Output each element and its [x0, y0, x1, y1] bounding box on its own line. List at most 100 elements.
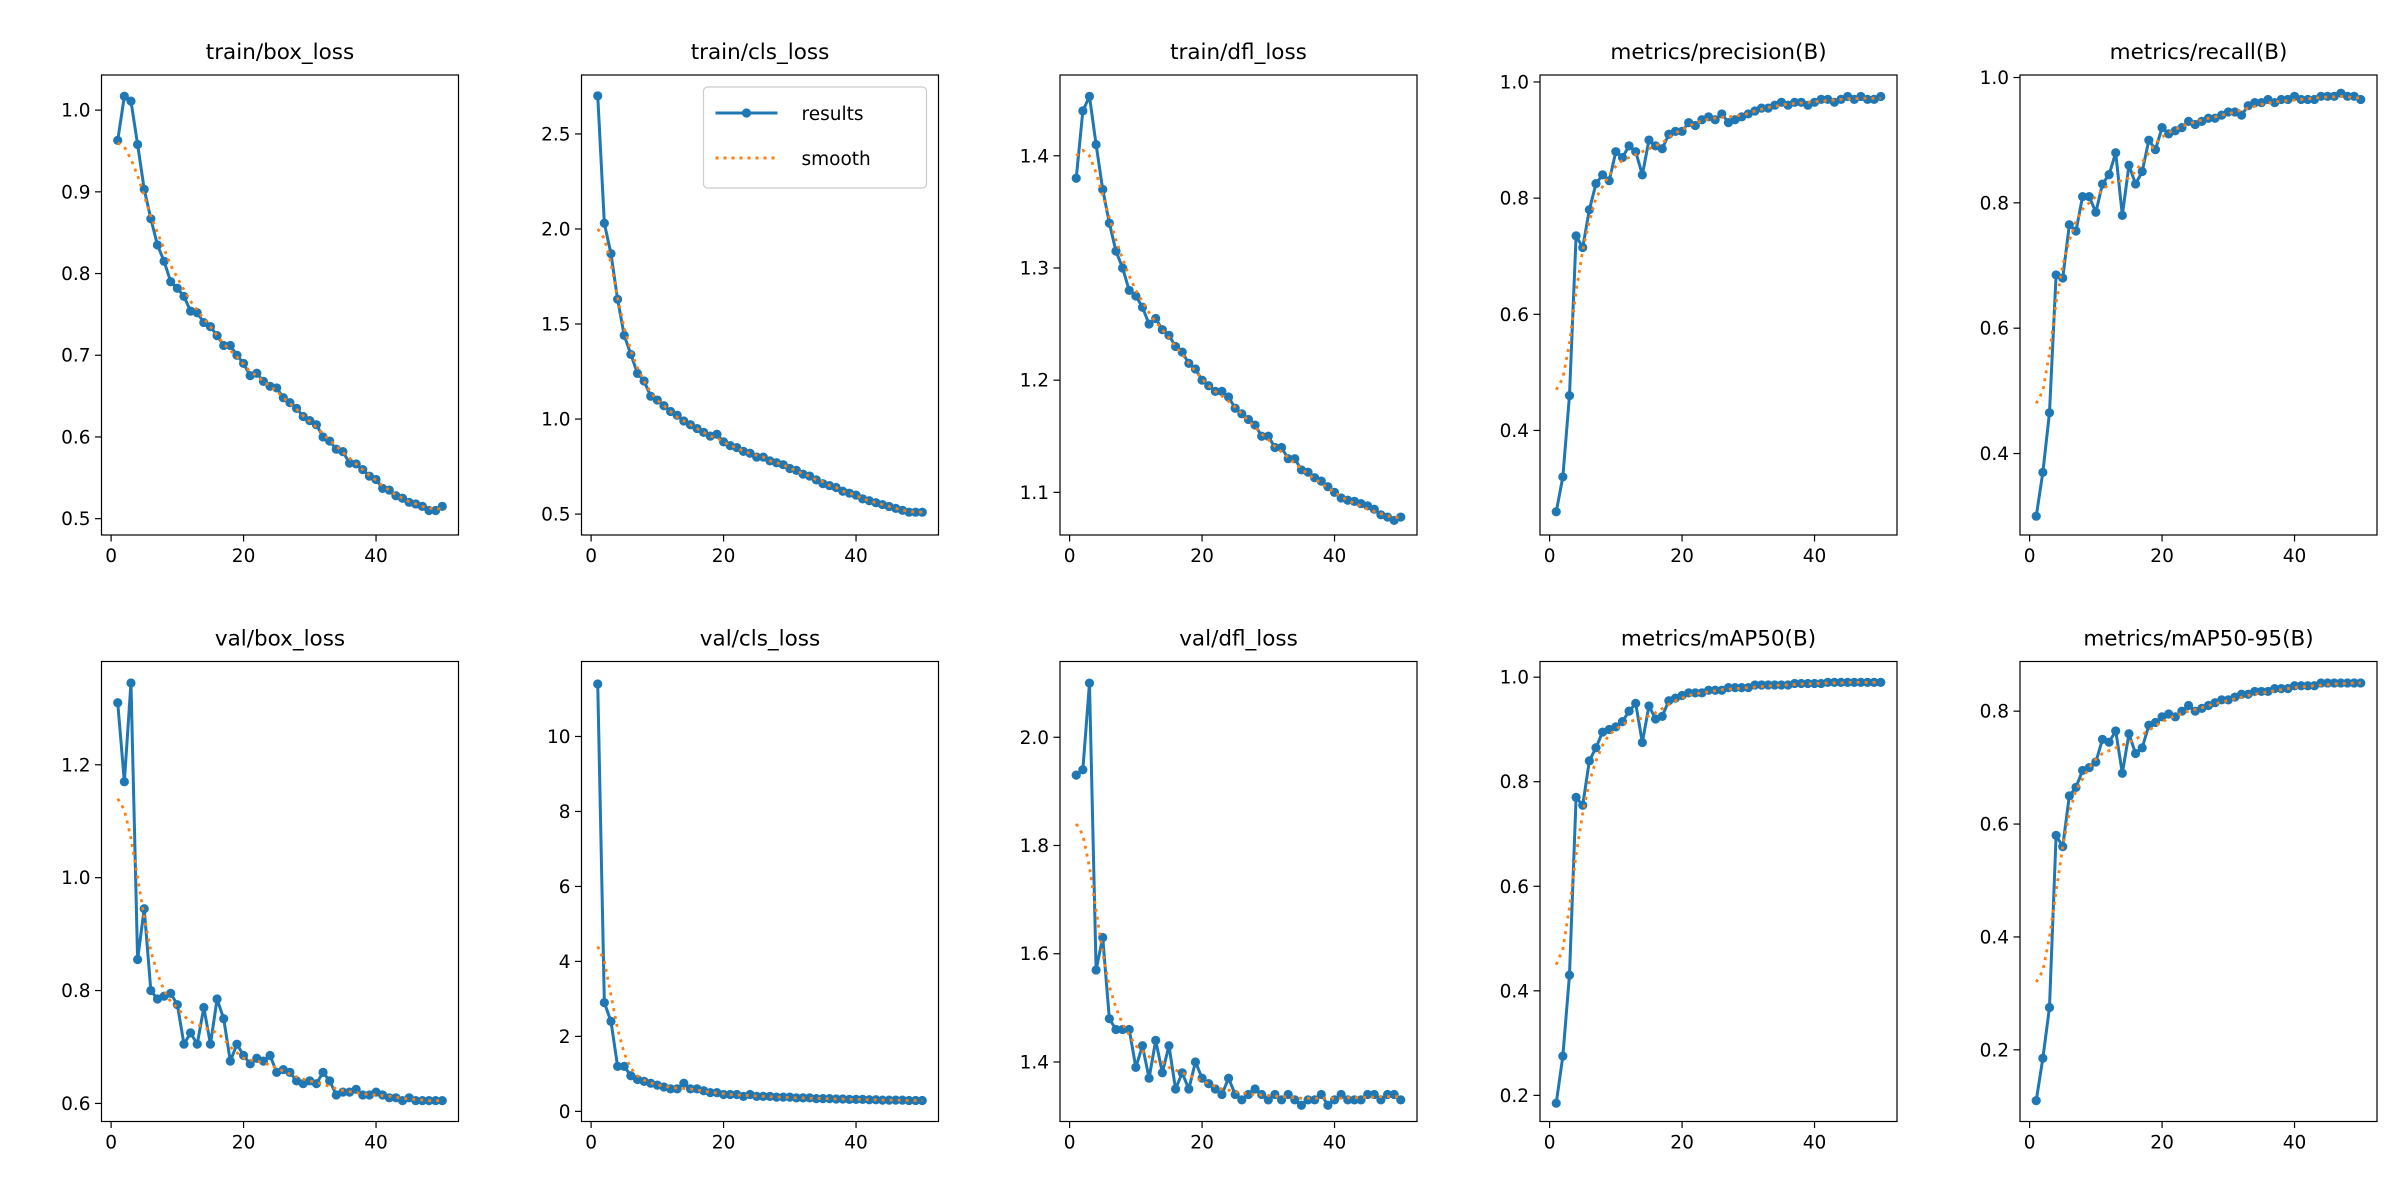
subplot: train/dfl_loss 0 20 40 1.1 1.2 1.3 1.4	[1020, 40, 1418, 567]
axes-frame	[100, 660, 460, 1123]
y-tick-label: 1.2	[1020, 371, 1049, 392]
results-marker	[1876, 677, 1886, 688]
results-marker	[1631, 698, 1641, 708]
results-marker	[2091, 207, 2101, 217]
x-tick-label: 0	[585, 546, 597, 567]
results-marker	[132, 139, 143, 150]
y-tick-label: 10	[547, 727, 571, 748]
results-marker	[1263, 1095, 1273, 1105]
results-marker	[1578, 800, 1588, 810]
results-marker	[752, 452, 762, 462]
subplot: val/cls_loss 0 20 40 0 2 4 6 8 10	[547, 627, 940, 1154]
results-marker	[1137, 302, 1148, 312]
subplot-title: train/cls_loss	[691, 40, 830, 65]
results-marker	[1316, 1089, 1326, 1100]
results-marker	[2031, 511, 2041, 521]
y-tick-label: 2.0	[1020, 728, 1049, 749]
results-marker	[2038, 1053, 2048, 1063]
results-marker	[159, 256, 169, 266]
results-marker	[265, 1050, 275, 1061]
results-marker	[705, 1088, 715, 1098]
legend-marker	[741, 108, 752, 118]
results-marker	[1564, 391, 1575, 401]
results-marker	[1756, 680, 1767, 690]
x-tick-label: 40	[1803, 546, 1827, 567]
subplot: val/dfl_loss 0 20 40 1.4 1.6 1.8 2.0	[1020, 627, 1418, 1154]
y-tick-label: 1.2	[61, 755, 90, 776]
results-marker	[1763, 680, 1773, 690]
y-tick-label: 0.8	[1500, 189, 1529, 210]
y-tick-label: 1.3	[1020, 258, 1049, 279]
results-marker	[818, 1094, 828, 1104]
results-marker	[844, 1094, 855, 1104]
results-marker	[1237, 1095, 1247, 1105]
results-marker	[904, 507, 914, 517]
results-marker	[185, 1028, 196, 1038]
results-marker	[606, 1016, 616, 1027]
y-tick-label: 0.6	[1500, 305, 1529, 326]
plot-area	[113, 91, 447, 516]
results-marker	[318, 1067, 328, 1077]
results-marker	[2336, 678, 2346, 688]
results-marker	[1170, 1084, 1181, 1094]
subplot: train/cls_loss 0 20 40 0.5 1.0 1.5 2.0 2.5 result…	[541, 40, 940, 567]
y-tick-label: 0.5	[61, 509, 90, 530]
results-marker	[1111, 1024, 1121, 1035]
results-marker	[311, 1079, 322, 1089]
results-marker	[1078, 106, 1088, 116]
results-marker	[126, 96, 136, 106]
results-marker	[1078, 765, 1088, 775]
x-tick-label: 20	[1190, 546, 1214, 567]
y-tick-label: 1.5	[541, 315, 570, 336]
x-tick-label: 0	[105, 546, 117, 567]
results-marker	[1670, 126, 1681, 136]
y-tick-label: 0	[559, 1102, 571, 1123]
results-marker	[1296, 1100, 1307, 1110]
results-marker	[431, 1096, 441, 1106]
results-marker	[1137, 1041, 1148, 1051]
results-marker	[291, 403, 302, 413]
x-tick-label: 40	[1323, 546, 1347, 567]
subplot-title: metrics/mAP50(B)	[1621, 627, 1816, 652]
results-marker	[1117, 263, 1128, 273]
results-marker	[1876, 91, 1886, 102]
plot-area	[2031, 88, 2366, 521]
smooth-line	[1075, 148, 1402, 520]
x-tick-label: 20	[232, 546, 256, 567]
results-marker	[2217, 695, 2227, 705]
results-marker	[1084, 91, 1095, 101]
axes-frame	[100, 74, 460, 536]
results-marker	[1571, 792, 1581, 803]
results-marker	[593, 679, 603, 689]
results-marker	[1396, 512, 1406, 522]
results-marker	[1611, 147, 1621, 157]
results-marker	[1071, 173, 1081, 183]
results-marker	[1276, 442, 1287, 453]
plot-area	[113, 678, 447, 1106]
legend-box	[702, 86, 928, 189]
x-tick-label: 20	[712, 546, 736, 567]
results-marker	[1803, 678, 1813, 689]
results-marker	[1230, 403, 1240, 413]
results-marker	[166, 277, 176, 287]
smooth-line	[116, 141, 443, 511]
y-tick-label: 1.1	[1020, 483, 1049, 504]
results-marker	[2111, 148, 2121, 158]
results-marker	[2044, 1002, 2055, 1013]
subplot: metrics/recall(B) 0 20 40 0.4 0.6 0.8 1.0	[1980, 40, 2378, 567]
results-marker	[2316, 678, 2326, 688]
results-marker	[1184, 1084, 1194, 1094]
results-marker	[2356, 678, 2366, 688]
results-marker	[2303, 94, 2313, 105]
x-tick-label: 0	[1544, 1133, 1556, 1154]
results-marker	[192, 1039, 202, 1049]
results-marker	[1617, 152, 1628, 163]
results-marker	[2323, 678, 2333, 688]
results-marker	[2071, 226, 2081, 236]
results-marker	[1124, 285, 1134, 296]
results-marker	[225, 340, 235, 351]
subplot-title: val/dfl_loss	[1179, 627, 1298, 652]
results-marker	[152, 240, 163, 250]
y-tick-label: 0.4	[1500, 981, 1529, 1002]
